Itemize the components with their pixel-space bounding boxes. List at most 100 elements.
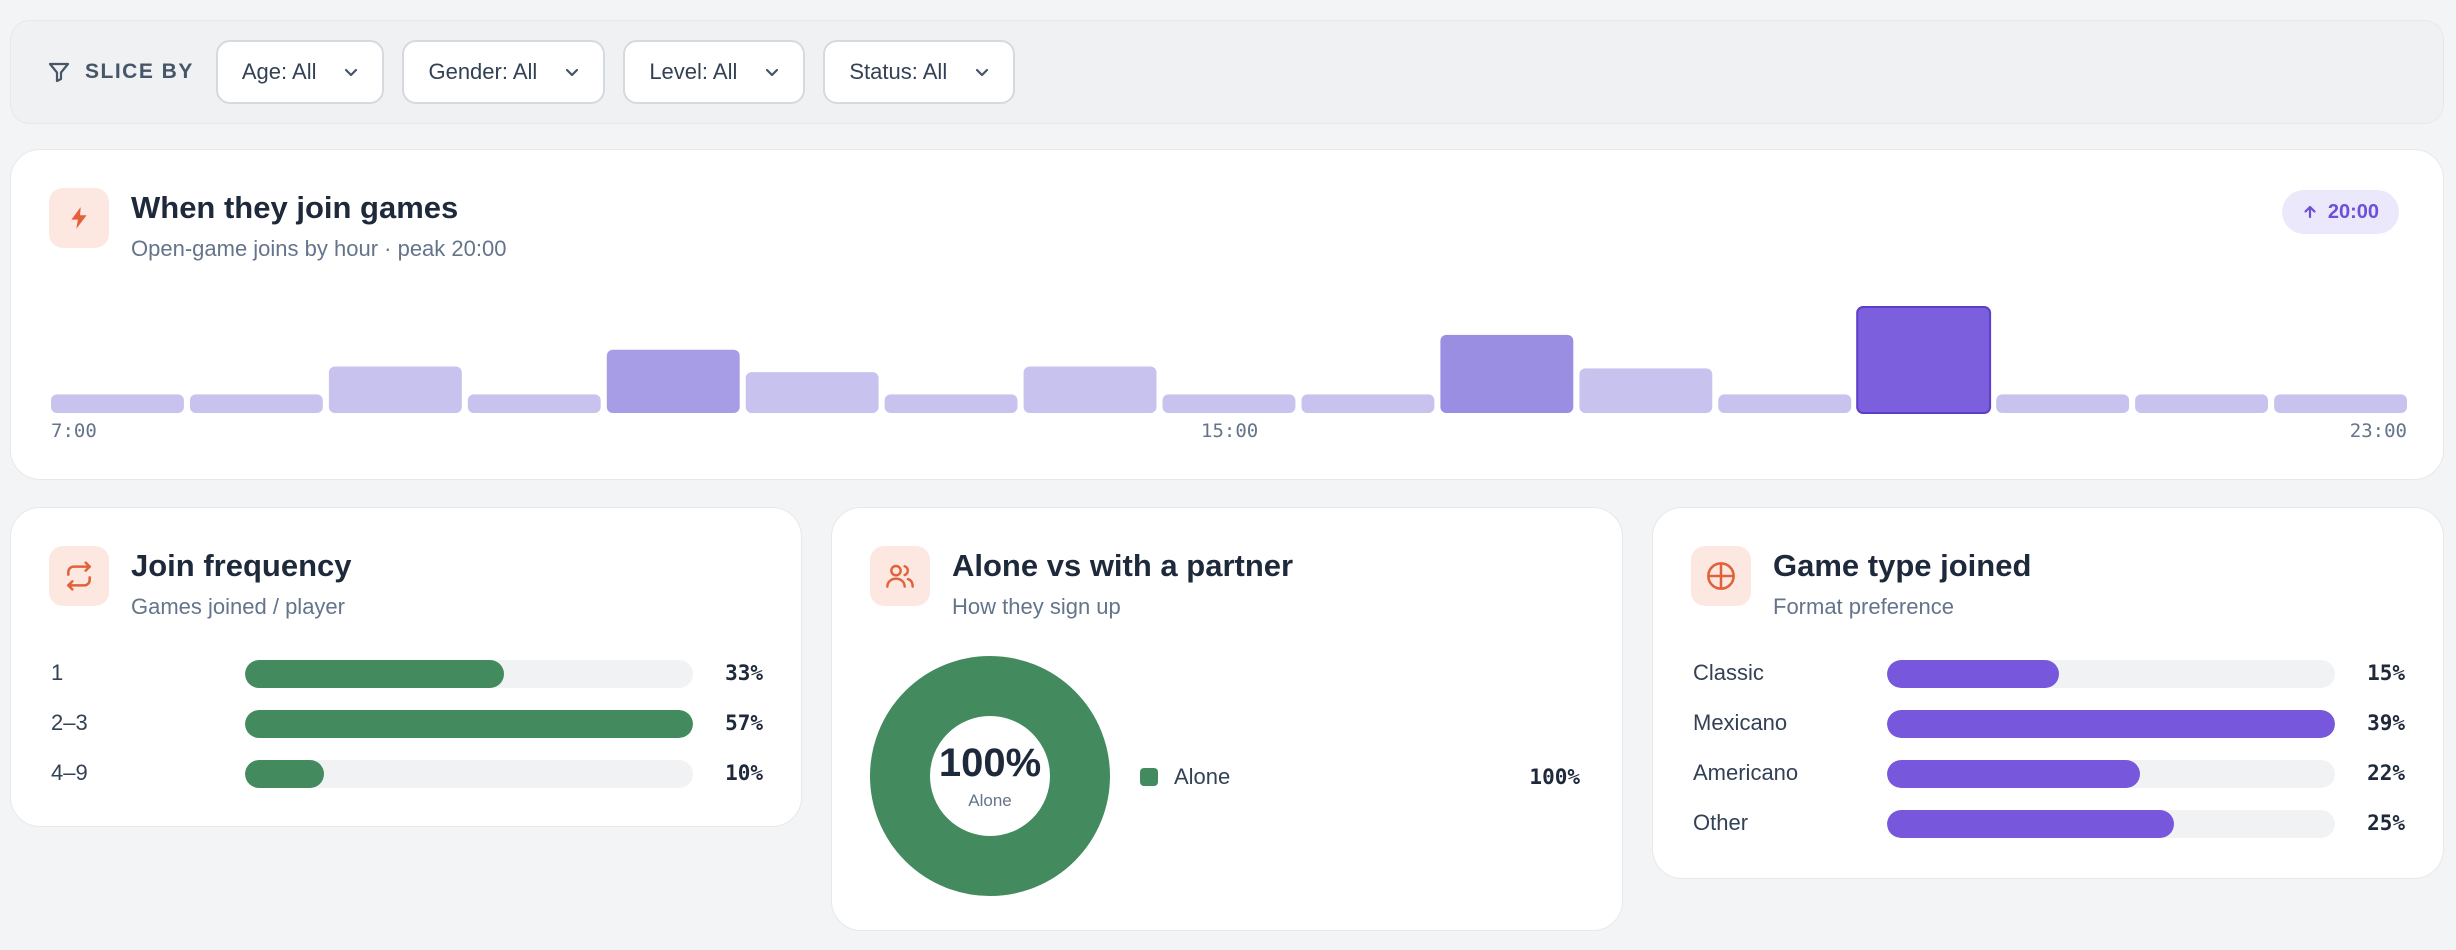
join-frequency-subtitle: Games joined / player xyxy=(131,594,345,619)
game-type-row-label: Classic xyxy=(1693,660,1764,685)
game-type-row: Mexicano 39% xyxy=(1693,708,2405,738)
frequency-row-label: 1 xyxy=(51,660,64,685)
game-type-bar-track xyxy=(1887,810,2335,838)
partner-donut-chart: 100% Alone xyxy=(870,656,1110,896)
frequency-bar-fill xyxy=(245,710,693,738)
peak-badge-label: 20:00 xyxy=(2327,200,2379,223)
hour-bar-11:00[interactable] xyxy=(606,349,740,413)
hour-bar-7:00[interactable] xyxy=(51,394,184,413)
gender-filter-dropdown[interactable]: Gender: All xyxy=(402,40,606,104)
join-frequency-card: Join frequency Games joined / player 1 33… xyxy=(10,507,802,827)
game-type-bar-track xyxy=(1887,710,2335,738)
chevron-down-icon xyxy=(976,68,989,77)
hour-bar-22:00[interactable] xyxy=(2135,394,2268,413)
users-icon xyxy=(886,564,914,588)
game-type-bar-fill xyxy=(1887,710,2335,738)
frequency-row-label: 2–3 xyxy=(51,710,88,735)
game-type-row-pct: 15% xyxy=(2367,661,2405,685)
game-type-bar-track xyxy=(1887,660,2335,688)
axis-label-end: 23:00 xyxy=(2349,420,2407,442)
hour-bar-12:00[interactable] xyxy=(745,372,879,413)
hour-bar-10:00[interactable] xyxy=(467,394,601,413)
game-type-row-pct: 39% xyxy=(2367,711,2405,735)
game-type-row-label: Americano xyxy=(1693,760,1799,785)
legend-pct: 100% xyxy=(1529,765,1580,789)
hour-bar-17:00[interactable] xyxy=(1440,334,1574,413)
game-type-bar-fill xyxy=(1887,660,2060,688)
hour-bar-16:00[interactable] xyxy=(1301,394,1435,413)
donut-svg xyxy=(870,656,1110,896)
partner-card: Alone vs with a partner How they sign up… xyxy=(831,507,1623,931)
lightning-icon xyxy=(71,207,87,229)
hour-bar-23:00[interactable] xyxy=(2274,394,2407,413)
game-type-icon-box xyxy=(1691,546,1751,606)
chevron-down-icon xyxy=(766,68,779,77)
hour-bar-15:00[interactable] xyxy=(1162,394,1296,413)
filter-bar: SLICE BY Age: All Gender: All Level: All… xyxy=(10,20,2444,124)
frequency-row-pct: 10% xyxy=(725,761,763,785)
hour-axis: 7:00 15:00 23:00 xyxy=(51,420,2407,444)
level-filter-label: Level: All xyxy=(649,59,738,84)
hour-bar-18:00[interactable] xyxy=(1579,368,1713,413)
arrow-up-icon xyxy=(2304,205,2316,219)
donut-slice-alone xyxy=(870,656,1110,896)
hour-bar-19:00[interactable] xyxy=(1718,394,1852,413)
status-filter-label: Status: All xyxy=(849,59,948,84)
filter-icon xyxy=(48,62,70,83)
status-filter-dropdown[interactable]: Status: All xyxy=(823,40,1016,104)
game-type-row: Classic 15% xyxy=(1693,658,2405,688)
chevron-down-icon xyxy=(345,68,358,77)
frequency-row-pct: 33% xyxy=(725,661,763,685)
hour-bar-13:00[interactable] xyxy=(884,394,1018,413)
game-type-bar-fill xyxy=(1887,810,2175,838)
partner-icon-box xyxy=(870,546,930,606)
game-type-row-label: Other xyxy=(1693,810,1749,835)
game-type-bar-track xyxy=(1887,760,2335,788)
level-filter-dropdown[interactable]: Level: All xyxy=(623,40,806,104)
donut-center-label: Alone xyxy=(968,791,1012,810)
game-type-title: Game type joined xyxy=(1773,548,2032,583)
slice-by-text: SLICE BY xyxy=(85,60,194,83)
join-time-title: When they join games xyxy=(131,190,459,225)
hour-bar-14:00[interactable] xyxy=(1023,366,1157,414)
partner-title: Alone vs with a partner xyxy=(952,548,1294,583)
join-time-card: When they join games Open-game joins by … xyxy=(10,149,2444,480)
partner-subtitle: How they sign up xyxy=(952,594,1121,619)
join-time-subtitle: Open-game joins by hour · peak 20:00 xyxy=(131,236,507,261)
join-frequency-icon-box xyxy=(49,546,109,606)
donut-center: 100% Alone xyxy=(870,656,1110,896)
repeat-icon xyxy=(67,561,91,591)
frequency-row: 2–3 57% xyxy=(51,708,763,738)
chevron-down-icon xyxy=(566,68,579,77)
game-type-row-pct: 25% xyxy=(2367,811,2405,835)
frequency-bar-track xyxy=(245,710,693,738)
gender-filter-label: Gender: All xyxy=(428,59,538,84)
game-type-row: Americano 22% xyxy=(1693,758,2405,788)
legend-item-alone: Alone 100% xyxy=(1140,762,1580,792)
hour-bar-20:00[interactable] xyxy=(1856,306,1992,414)
join-time-icon-box xyxy=(49,188,109,248)
game-type-row-label: Mexicano xyxy=(1693,710,1788,735)
ball-icon xyxy=(1707,562,1735,590)
hour-bar-9:00[interactable] xyxy=(328,366,462,414)
game-type-card: Game type joined Format preference Class… xyxy=(1652,507,2444,879)
age-filter-dropdown[interactable]: Age: All xyxy=(215,40,385,104)
axis-label-mid: 15:00 xyxy=(1201,420,1259,442)
slice-by-label: SLICE BY xyxy=(47,60,194,84)
frequency-bar-fill xyxy=(245,760,324,788)
legend-swatch xyxy=(1140,768,1158,786)
join-frequency-title: Join frequency xyxy=(131,548,352,583)
frequency-row-pct: 57% xyxy=(725,711,763,735)
frequency-bar-track xyxy=(245,660,693,688)
frequency-row-label: 4–9 xyxy=(51,760,88,785)
hourly-joins-chart xyxy=(51,306,2407,414)
hour-bar-8:00[interactable] xyxy=(189,394,323,413)
frequency-bar-fill xyxy=(245,660,505,688)
hour-bar-21:00[interactable] xyxy=(1996,394,2130,413)
frequency-row: 1 33% xyxy=(51,658,763,688)
frequency-bar-track xyxy=(245,760,693,788)
age-filter-label: Age: All xyxy=(241,59,317,84)
peak-badge: 20:00 xyxy=(2281,190,2399,234)
axis-label-start: 7:00 xyxy=(51,420,97,442)
frequency-row: 4–9 10% xyxy=(51,758,763,788)
